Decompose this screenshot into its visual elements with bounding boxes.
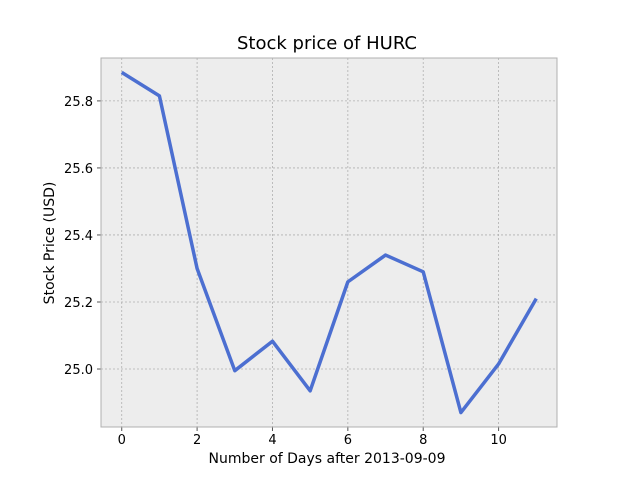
- y-tick-label: 25.0: [64, 363, 93, 378]
- y-tick-label: 25.2: [64, 296, 93, 311]
- x-tick-label: 2: [193, 433, 201, 448]
- y-axis-label: Stock Price (USD): [42, 182, 58, 305]
- x-tick-label: 10: [490, 433, 507, 448]
- y-tick-label: 25.4: [64, 229, 93, 244]
- x-axis-label: Number of Days after 2013-09-09: [209, 451, 446, 467]
- y-tick-label: 25.8: [64, 95, 93, 110]
- x-tick-label: 4: [268, 433, 276, 448]
- axis-ticks: 0 2 4 6 8 10 25.0 25.2 25.4 25.6 25.8: [64, 95, 507, 448]
- x-tick-label: 8: [419, 433, 427, 448]
- chart-title: Stock price of HURC: [237, 33, 417, 54]
- y-tick-label: 25.6: [64, 162, 93, 177]
- series-line: [120, 70, 538, 415]
- grid-lines: [101, 58, 557, 427]
- plot-area: [101, 58, 557, 427]
- x-tick-label: 6: [344, 433, 352, 448]
- x-tick-label: 0: [118, 433, 126, 448]
- plot-frame: [100, 57, 558, 428]
